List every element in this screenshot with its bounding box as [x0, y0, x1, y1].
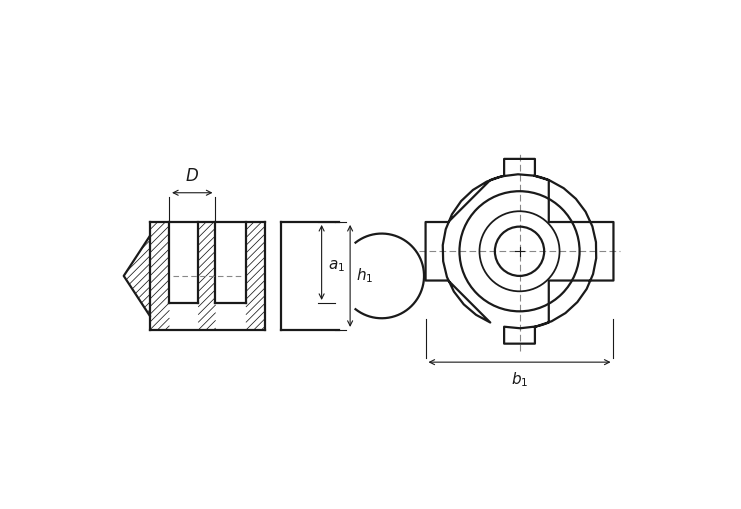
Polygon shape [150, 222, 169, 330]
Text: $a_1$: $a_1$ [328, 259, 345, 274]
Polygon shape [124, 236, 150, 316]
Polygon shape [246, 222, 265, 330]
Text: $b_1$: $b_1$ [511, 370, 528, 388]
Polygon shape [199, 222, 216, 330]
Text: $h_1$: $h_1$ [356, 267, 373, 285]
Text: D: D [186, 167, 199, 185]
